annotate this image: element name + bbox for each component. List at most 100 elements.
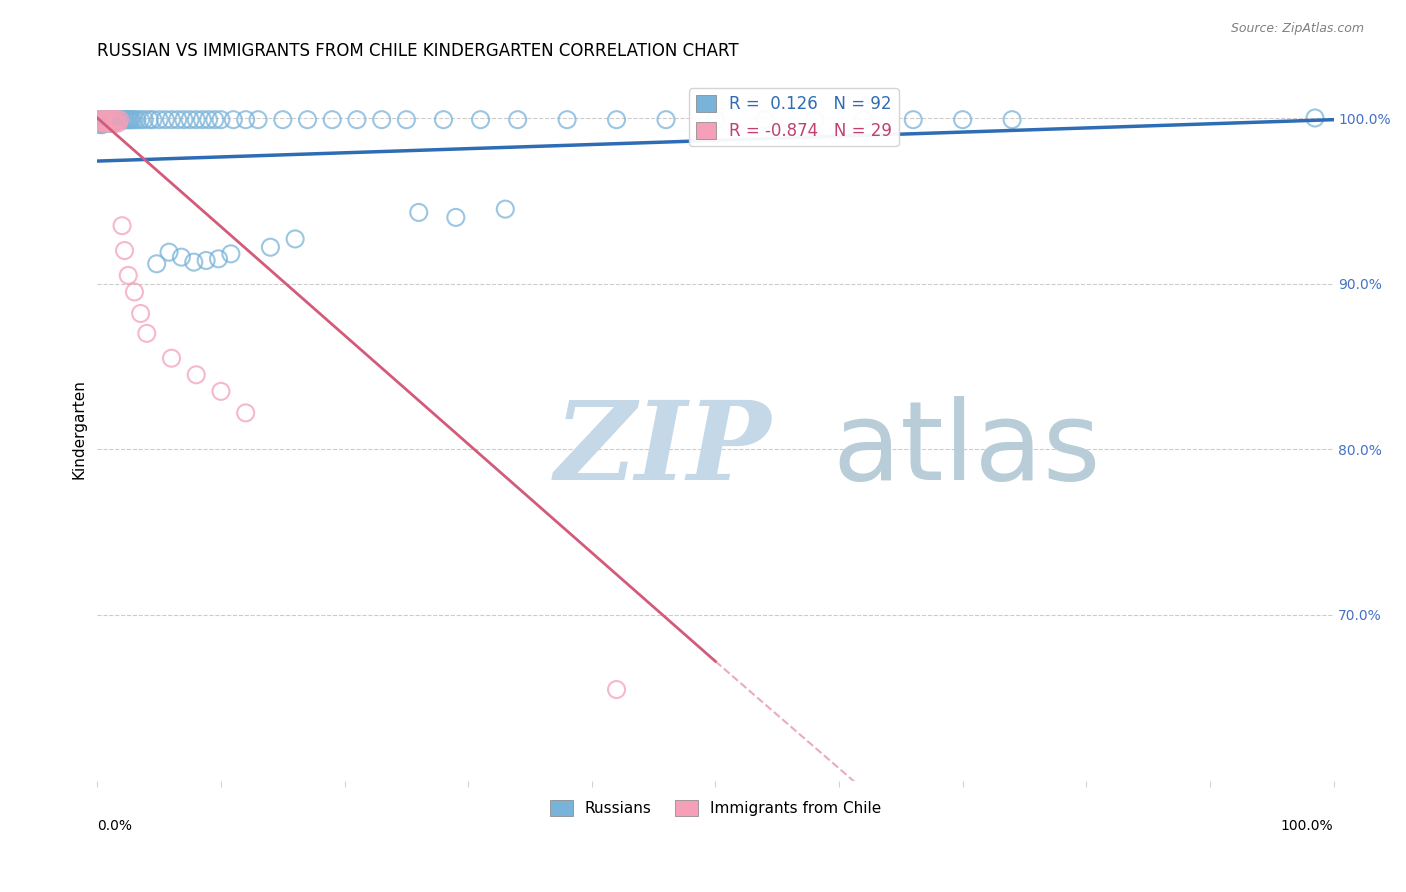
Point [145,257,167,271]
Point [101,112,124,127]
Point [115,112,138,127]
Point [494,202,516,216]
Text: Source: ZipAtlas.com: Source: ZipAtlas.com [1230,22,1364,36]
Point [170,250,193,264]
Point [219,247,242,261]
Point [93,116,115,130]
Point [91,112,114,127]
Point [444,211,467,225]
Point [114,112,136,127]
Point [173,112,195,127]
Point [96,112,118,127]
Point [155,112,177,127]
Point [104,112,127,127]
Point [952,112,974,127]
Point [852,112,875,127]
Point [186,112,208,127]
Point [117,112,139,127]
Point [94,112,117,127]
Point [235,112,257,127]
Point [370,112,392,127]
Point [114,244,136,258]
Point [1001,112,1024,127]
Point [94,116,117,130]
Point [93,116,115,130]
Point [107,116,129,130]
Point [209,384,232,399]
Point [100,116,122,130]
Point [125,112,148,127]
Point [297,112,319,127]
Point [135,326,157,341]
Point [97,116,120,130]
Point [209,112,232,127]
Point [111,112,134,127]
Point [91,112,114,127]
Y-axis label: Kindergarten: Kindergarten [72,379,86,478]
Point [101,116,124,130]
Point [235,406,257,420]
Point [166,112,188,127]
Point [129,306,152,320]
Point [129,112,152,127]
Point [259,240,281,254]
Point [97,112,120,127]
Point [120,112,142,127]
Legend: Russians, Immigrants from Chile: Russians, Immigrants from Chile [544,794,887,822]
Point [94,116,117,130]
Point [142,112,165,127]
Point [247,112,270,127]
Point [118,112,141,127]
Text: 0.0%: 0.0% [97,820,132,833]
Point [284,232,307,246]
Point [90,112,112,127]
Point [121,112,143,127]
Point [91,118,114,132]
Point [89,114,111,128]
Point [98,112,121,127]
Point [903,112,925,127]
Point [94,112,117,127]
Point [105,112,128,127]
Point [117,268,139,283]
Point [606,112,628,127]
Point [103,116,125,130]
Point [160,351,183,366]
Point [395,112,418,127]
Point [195,253,218,268]
Point [103,112,125,127]
Point [107,112,129,127]
Point [96,116,118,130]
Point [803,112,825,127]
Point [103,116,125,130]
Point [148,112,170,127]
Point [179,112,201,127]
Point [104,112,127,127]
Point [197,112,219,127]
Point [98,112,121,127]
Text: atlas: atlas [832,396,1101,503]
Point [96,112,118,127]
Point [321,112,343,127]
Point [134,112,156,127]
Text: 100.0%: 100.0% [1281,820,1333,833]
Point [97,116,120,130]
Point [138,112,160,127]
Text: RUSSIAN VS IMMIGRANTS FROM CHILE KINDERGARTEN CORRELATION CHART: RUSSIAN VS IMMIGRANTS FROM CHILE KINDERG… [97,42,740,60]
Point [704,112,727,127]
Point [271,112,294,127]
Point [105,112,128,127]
Point [506,112,529,127]
Point [100,116,122,130]
Point [108,112,131,127]
Point [110,112,132,127]
Point [606,682,628,697]
Point [90,116,112,130]
Point [90,116,112,130]
Point [222,112,245,127]
Point [100,112,122,127]
Point [87,112,110,127]
Point [346,112,368,127]
Point [89,118,111,132]
Point [98,116,121,130]
